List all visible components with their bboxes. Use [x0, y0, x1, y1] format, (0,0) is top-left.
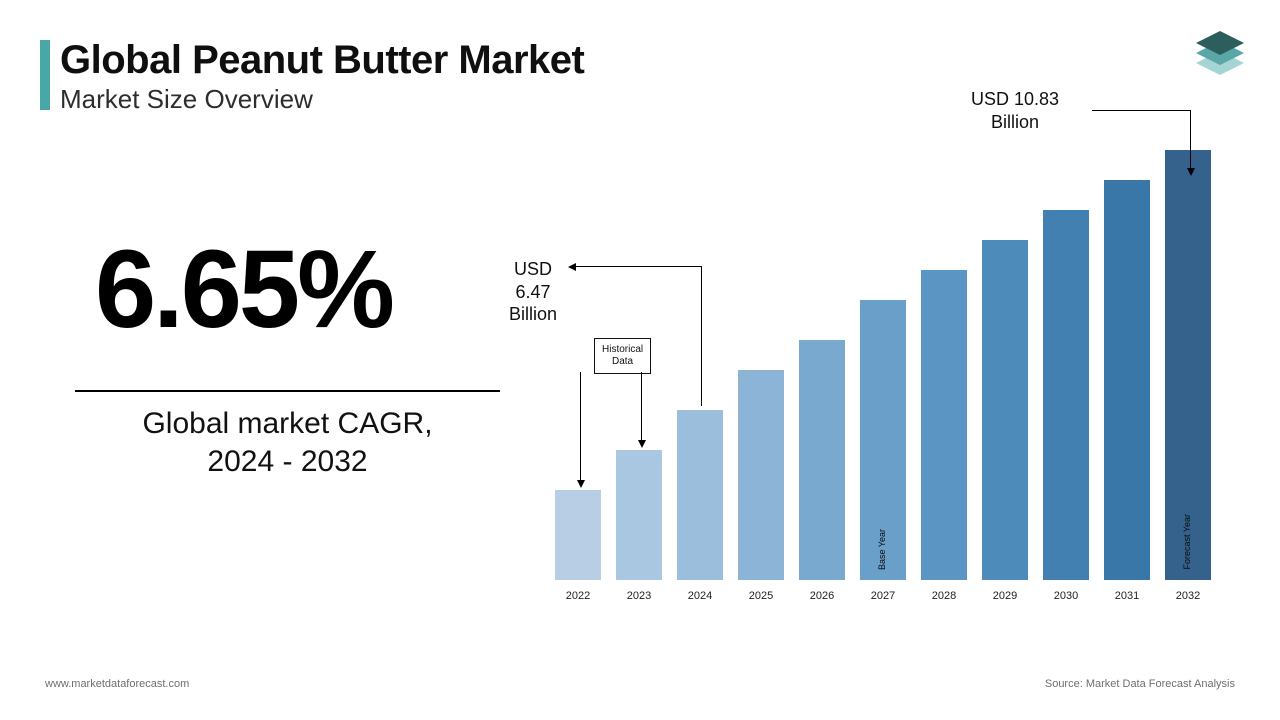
arrow-segment: [1092, 110, 1190, 111]
brand-logo-icon: [1190, 25, 1250, 85]
base-year-label: Base Year: [877, 529, 887, 570]
bar-2028: [921, 270, 967, 580]
infographic-canvas: Global Peanut Butter Market Market Size …: [0, 0, 1280, 720]
bar-2029: [982, 240, 1028, 580]
bar-chart: 2022 2023 2024 2025 2026 2027 Base Year 2028 202…: [555, 180, 1235, 610]
bar-label: 2022: [555, 590, 601, 602]
page-subtitle: Market Size Overview: [60, 84, 313, 115]
arrow-head-icon: [568, 263, 576, 271]
cagr-caption-line2: 2024 - 2032: [207, 445, 367, 478]
end-value-l2: Billion: [991, 112, 1039, 132]
title-accent-bar: [40, 40, 50, 110]
cagr-percentage: 6.65%: [95, 235, 392, 345]
bar-label: 2026: [799, 590, 845, 602]
bar-label: 2025: [738, 590, 784, 602]
end-value-callout: USD 10.83 Billion: [940, 88, 1090, 133]
footer-source: Source: Market Data Forecast Analysis: [1045, 678, 1235, 690]
page-title: Global Peanut Butter Market: [60, 38, 584, 83]
start-value-l2: 6.47: [515, 282, 550, 302]
bar-label: 2032: [1165, 590, 1211, 602]
bar-label: 2027: [860, 590, 906, 602]
start-value-l3: Billion: [509, 304, 557, 324]
historical-data-text: HistoricalData: [602, 344, 643, 367]
forecast-year-label: Forecast Year: [1182, 514, 1192, 570]
bar-label: 2030: [1043, 590, 1089, 602]
start-value-callout: USD 6.47 Billion: [498, 258, 568, 326]
bar-label: 2023: [616, 590, 662, 602]
arrow-head-icon: [638, 440, 646, 448]
bar-label: 2029: [982, 590, 1028, 602]
arrow-segment: [1190, 110, 1191, 168]
bar-2030: [1043, 210, 1089, 580]
arrow-segment: [580, 372, 581, 480]
historical-data-label: HistoricalData: [594, 338, 651, 374]
footer-url: www.marketdataforecast.com: [45, 678, 189, 690]
bar-2025: [738, 370, 784, 580]
arrow-segment: [641, 372, 642, 440]
bar-2026: [799, 340, 845, 580]
bar-label: 2024: [677, 590, 723, 602]
bar-2031: [1104, 180, 1150, 580]
bar-2024: [677, 410, 723, 580]
arrow-head-icon: [1187, 168, 1195, 176]
bar-2023: [616, 450, 662, 580]
arrow-head-icon: [577, 480, 585, 488]
start-value-l1: USD: [514, 259, 552, 279]
cagr-caption: Global market CAGR, 2024 - 2032: [75, 405, 500, 480]
cagr-caption-line1: Global market CAGR,: [142, 407, 432, 440]
bar-2022: [555, 490, 601, 580]
end-value-l1: USD 10.83: [971, 89, 1059, 109]
arrow-segment: [576, 266, 701, 267]
divider: [75, 390, 500, 392]
arrow-segment: [701, 266, 702, 406]
bar-label: 2031: [1104, 590, 1150, 602]
bar-label: 2028: [921, 590, 967, 602]
